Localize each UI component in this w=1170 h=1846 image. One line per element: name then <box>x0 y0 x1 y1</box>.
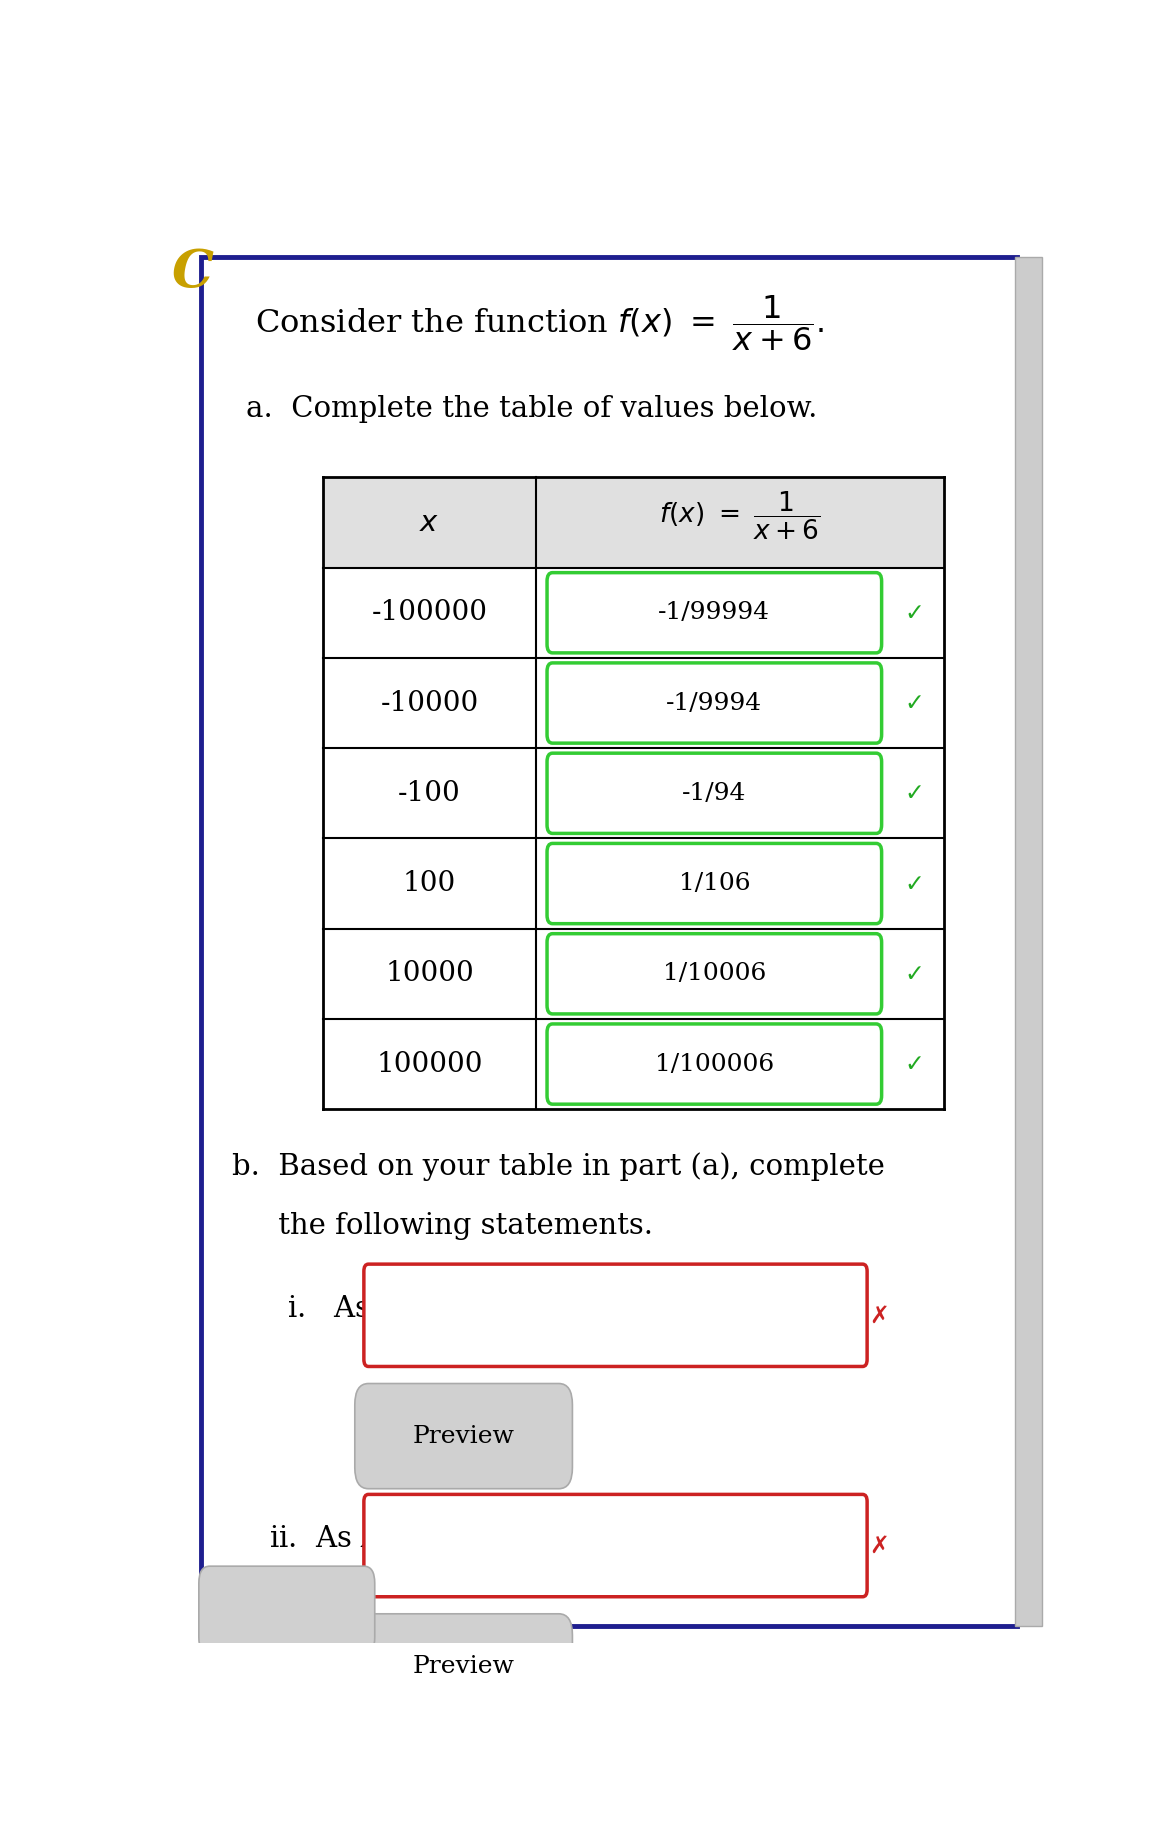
FancyBboxPatch shape <box>1014 257 1042 1626</box>
Text: $f(x)\ =\ \dfrac{1}{x+6}$: $f(x)\ =\ \dfrac{1}{x+6}$ <box>660 489 821 541</box>
Text: ✓: ✓ <box>904 781 924 805</box>
FancyBboxPatch shape <box>548 844 882 923</box>
Text: ✓: ✓ <box>904 871 924 895</box>
Text: -100: -100 <box>398 779 461 807</box>
Text: -1/94: -1/94 <box>682 783 746 805</box>
Text: Preview: Preview <box>413 1425 515 1447</box>
Text: 1/106: 1/106 <box>679 871 750 895</box>
Text: ii.  As $x \rightarrow \infty$, $f(x) \rightarrow$: ii. As $x \rightarrow \infty$, $f(x) \ri… <box>269 1523 537 1552</box>
Text: 1/10006: 1/10006 <box>662 962 766 986</box>
Text: i.   As $x \rightarrow\ -\infty$, $f(x) \rightarrow$: i. As $x \rightarrow\ -\infty$, $f(x) \r… <box>287 1294 600 1324</box>
FancyBboxPatch shape <box>548 753 882 833</box>
Text: -10000: -10000 <box>380 690 479 716</box>
Text: 100: 100 <box>402 869 456 897</box>
FancyBboxPatch shape <box>364 1495 867 1597</box>
FancyBboxPatch shape <box>548 572 882 653</box>
Text: ✓: ✓ <box>904 1052 924 1076</box>
Text: -100000: -100000 <box>372 600 488 626</box>
FancyBboxPatch shape <box>355 1383 572 1488</box>
FancyBboxPatch shape <box>548 663 882 744</box>
Text: ✗: ✗ <box>869 1534 889 1558</box>
FancyBboxPatch shape <box>201 257 1017 1626</box>
Text: a.  Complete the table of values below.: a. Complete the table of values below. <box>246 395 818 423</box>
FancyBboxPatch shape <box>199 1565 374 1654</box>
Text: ✓: ✓ <box>904 962 924 986</box>
Text: $x$: $x$ <box>420 508 440 537</box>
Text: C: C <box>172 247 214 297</box>
Text: b.  Based on your table in part (a), complete: b. Based on your table in part (a), comp… <box>233 1152 886 1181</box>
FancyBboxPatch shape <box>548 934 882 1013</box>
Text: 1/100006: 1/100006 <box>655 1052 773 1076</box>
FancyBboxPatch shape <box>364 1265 867 1366</box>
Text: -1/99994: -1/99994 <box>659 602 770 624</box>
FancyBboxPatch shape <box>323 478 944 1109</box>
FancyBboxPatch shape <box>548 1025 882 1104</box>
Text: 100000: 100000 <box>377 1050 483 1078</box>
Text: the following statements.: the following statements. <box>233 1211 653 1239</box>
FancyBboxPatch shape <box>323 478 944 567</box>
Text: -1/9994: -1/9994 <box>666 692 763 714</box>
Text: Consider the function $f(x)\ =\ \dfrac{1}{x+6}$$.$: Consider the function $f(x)\ =\ \dfrac{1… <box>255 294 824 353</box>
Text: ✗: ✗ <box>869 1303 889 1327</box>
Text: Preview: Preview <box>413 1654 515 1678</box>
FancyBboxPatch shape <box>355 1613 572 1719</box>
Text: 10000: 10000 <box>385 960 474 988</box>
Text: ✓: ✓ <box>904 600 924 624</box>
Text: ✓: ✓ <box>904 690 924 714</box>
